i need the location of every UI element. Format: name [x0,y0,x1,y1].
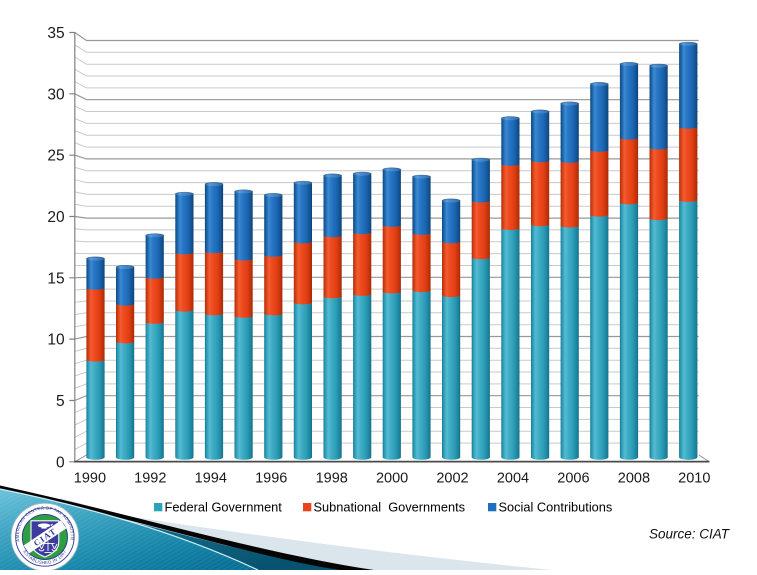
svg-text:1998: 1998 [316,471,348,487]
svg-text:2000: 2000 [376,471,408,487]
svg-text:20: 20 [47,209,65,226]
svg-text:25: 25 [47,148,64,165]
svg-text:0: 0 [56,454,65,471]
svg-text:1994: 1994 [195,471,227,487]
svg-text:1992: 1992 [134,471,166,487]
svg-text:Federal Government: Federal Government [165,500,283,515]
svg-text:2002: 2002 [436,471,468,487]
svg-text:Subnational Governments: Subnational Governments [314,500,466,515]
svg-text:Source: CIAT: Source: CIAT [649,526,731,541]
svg-text:2006: 2006 [557,471,589,487]
svg-text:10: 10 [47,332,65,349]
svg-text:30: 30 [47,86,65,103]
svg-text:2008: 2008 [618,471,650,487]
svg-text:35: 35 [47,25,64,42]
svg-text:15: 15 [47,270,64,287]
svg-text:1996: 1996 [255,471,287,487]
svg-text:1990: 1990 [74,471,106,487]
svg-text:2004: 2004 [497,471,529,487]
svg-text:Social Contributions: Social Contributions [499,500,613,515]
svg-text:5: 5 [56,393,65,410]
svg-text:2010: 2010 [678,471,710,487]
